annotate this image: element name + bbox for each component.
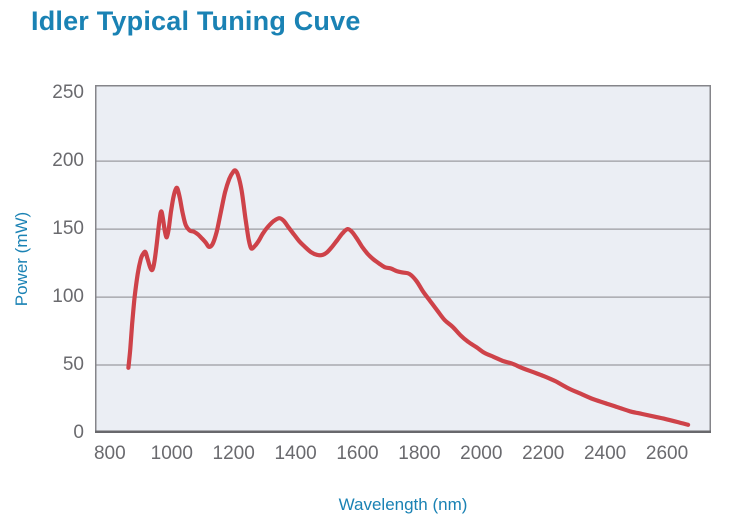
- x-tick-label: 2400: [583, 443, 627, 464]
- y-tick-label: 100: [52, 286, 84, 308]
- plot-area: [95, 85, 711, 433]
- y-tick-label: 200: [52, 150, 84, 172]
- x-tick-label: 2200: [522, 443, 565, 464]
- x-tick-label: 1400: [274, 443, 317, 464]
- x-tick-label: 1000: [150, 443, 193, 464]
- x-tick-label: 2000: [460, 443, 503, 464]
- x-tick-label: 1200: [212, 443, 255, 464]
- x-axis-label: Wavelength (nm): [338, 495, 468, 514]
- plot-background: [95, 85, 711, 433]
- chart-title: Idler Typical Tuning Cuve: [31, 6, 361, 36]
- x-tick-label: 1600: [336, 443, 379, 464]
- y-tick-label: 150: [52, 218, 84, 240]
- y-tick-label: 50: [62, 354, 84, 376]
- x-tick-label: 1800: [398, 443, 441, 464]
- x-tick-label: 800: [93, 443, 126, 464]
- idler-power-curve: [126, 168, 691, 427]
- y-axis-label: Power (mW): [12, 211, 31, 307]
- x-tick-label: 2600: [645, 443, 689, 464]
- y-tick-label: 0: [73, 422, 84, 443]
- chart-svg: [95, 85, 711, 433]
- y-tick-label: 250: [52, 82, 84, 104]
